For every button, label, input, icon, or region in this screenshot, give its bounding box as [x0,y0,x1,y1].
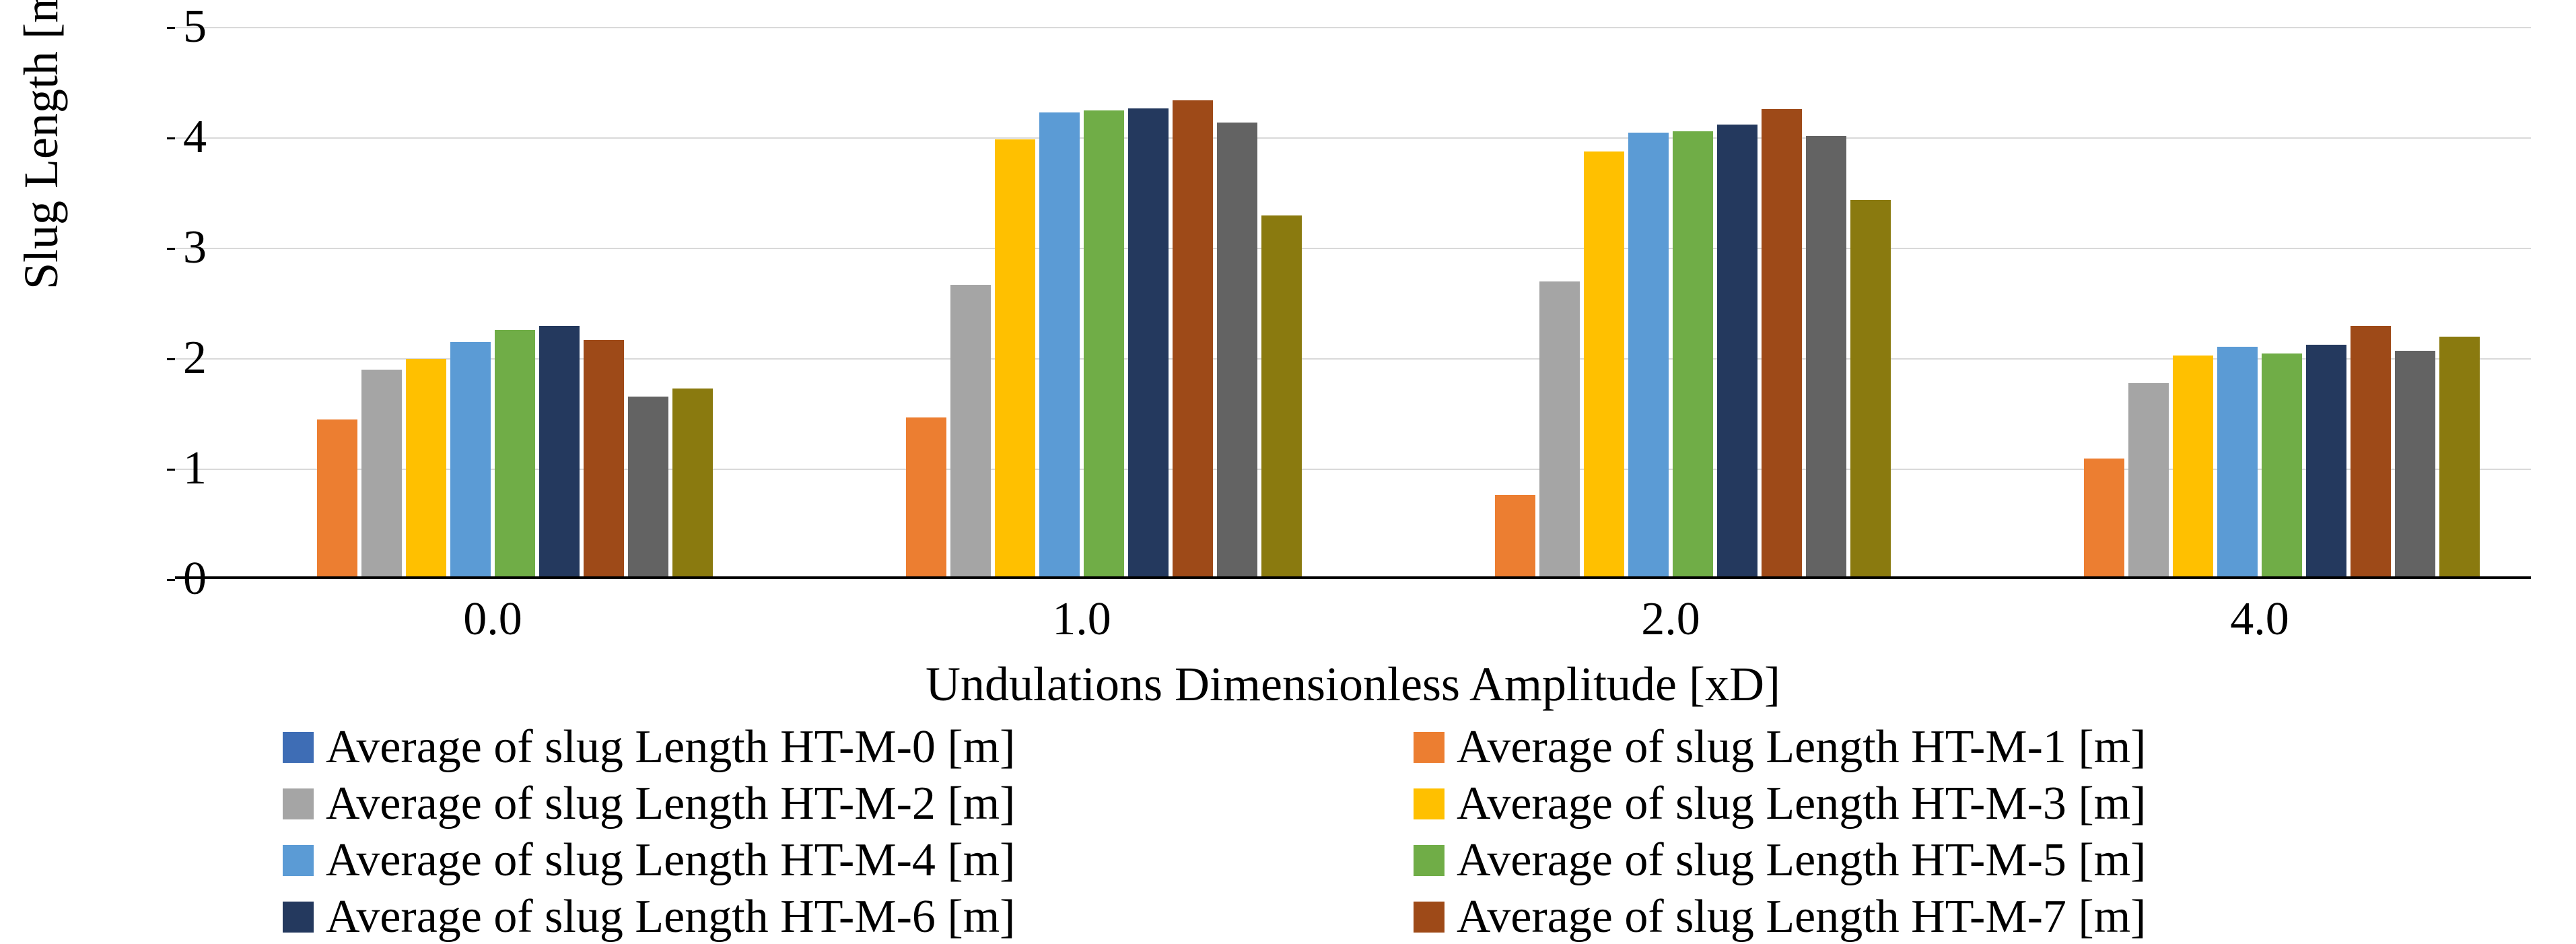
legend-item: Average of slug Length HT-M-5 [m] [1414,834,2504,887]
bar [1084,110,1124,576]
legend-swatch [1414,902,1444,933]
bar [672,389,713,576]
bar-group [862,27,1306,576]
bar [2173,356,2213,576]
bar [1217,123,1257,576]
bar [906,417,946,576]
bar [2395,351,2435,576]
y-axis-label: Slug Length [m] [13,0,69,290]
bar-group [2040,27,2484,576]
bar [406,359,446,576]
bar [2439,337,2480,576]
bar [2306,345,2346,576]
bar [2084,459,2124,576]
x-category-label: 0.0 [425,593,560,646]
legend-item: Average of slug Length HT-M-0 [m] [283,720,1373,774]
bar [1539,281,1580,576]
legend-label: Average of slug Length HT-M-0 [m] [326,720,1015,774]
ytick-label: 5 [126,0,207,54]
bar [995,139,1035,576]
ytick-label: 3 [126,221,207,275]
legend-item: Average of slug Length HT-M-4 [m] [283,834,1373,887]
legend-label: Average of slug Length HT-M-3 [m] [1457,777,2146,831]
legend-item: Average of slug Length HT-M-3 [m] [1414,777,2504,831]
bar [2262,353,2302,576]
bar [1762,109,1802,576]
legend-label: Average of slug Length HT-M-2 [m] [326,777,1015,831]
legend-swatch [283,902,314,933]
bar [2128,383,2169,576]
bar-group [1451,27,1895,576]
bar [950,285,991,576]
bar [1495,495,1535,576]
bar [450,342,491,576]
ytick-label: 4 [126,110,207,164]
ytick-label: 2 [126,331,207,385]
bar [1628,133,1669,576]
legend-swatch [283,732,314,763]
ytick-label: 0 [126,552,207,606]
legend-item: Average of slug Length HT-M-1 [m] [1414,720,2504,774]
legend-swatch [283,845,314,876]
bar [1673,131,1713,576]
bar [2351,326,2391,576]
bar [628,397,668,576]
x-axis-label: Undulations Dimensionless Amplitude [xD] [175,656,2531,712]
legend-label: Average of slug Length HT-M-5 [m] [1457,834,2146,887]
legend-item: Average of slug Length HT-M-7 [m] [1414,890,2504,944]
bar [1261,215,1302,576]
ytick-label: 1 [126,442,207,496]
x-category-label: 2.0 [1603,593,1738,646]
bar [361,370,402,576]
legend-swatch [1414,788,1444,819]
bar [1717,125,1757,576]
legend-label: Average of slug Length HT-M-6 [m] [326,890,1015,944]
x-category-label: 1.0 [1014,593,1149,646]
legend-swatch [1414,732,1444,763]
legend-item: Average of slug Length HT-M-2 [m] [283,777,1373,831]
bar [1039,112,1080,576]
chart-container: Slug Length [m] 0.0 1.0 2.0 4.0 Undulations… [0,0,2576,943]
bar [539,326,580,576]
x-category-label: 4.0 [2192,593,2327,646]
bar [495,330,535,576]
legend-label: Average of slug Length HT-M-7 [m] [1457,890,2146,944]
bar [1584,151,1624,576]
legend-item: Average of slug Length HT-M-6 [m] [283,890,1373,944]
bar-group [273,27,717,576]
bar [1850,200,1891,576]
legend-swatch [283,788,314,819]
legend-swatch [1414,845,1444,876]
legend-label: Average of slug Length HT-M-1 [m] [1457,720,2146,774]
plot-area [175,27,2531,579]
bar [1173,100,1213,576]
bar [2217,347,2258,576]
bar [1128,108,1169,576]
legend-label: Average of slug Length HT-M-4 [m] [326,834,1015,887]
legend: Average of slug Length HT-M-0 [m]Average… [283,720,2504,944]
bar [317,419,357,576]
bar [584,340,624,576]
bar [1806,136,1846,576]
x-axis-categories: 0.0 1.0 2.0 4.0 [175,593,2531,653]
